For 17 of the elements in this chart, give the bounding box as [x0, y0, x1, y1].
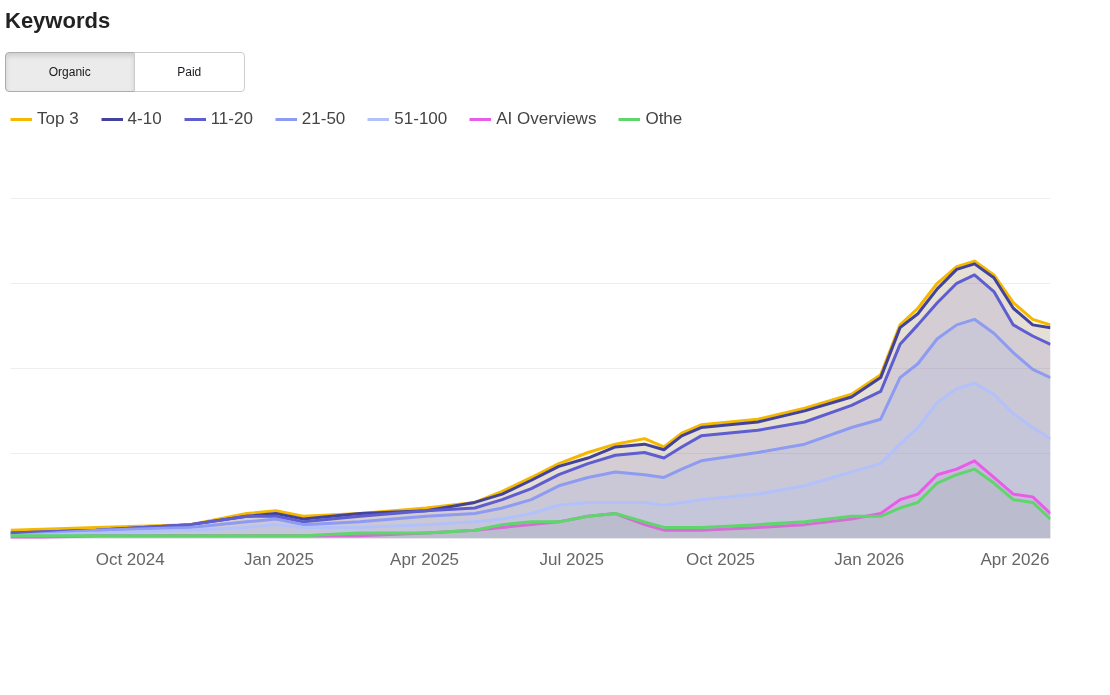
x-tick-label: Jan 2025: [244, 549, 314, 569]
legend-label: 21-50: [301, 109, 346, 130]
legend-label: Othe: [645, 109, 683, 130]
x-tick-label: Apr 2026: [980, 549, 1050, 569]
text: Paid: [133, 52, 245, 93]
legend-label: 51-100: [394, 109, 448, 130]
x-tick-label: Jul 2025: [539, 549, 604, 569]
chart-title: Keywords: [5, 7, 111, 35]
x-tick-label: Apr 2025: [390, 549, 460, 569]
x-tick-label: Oct 2025: [686, 549, 756, 569]
x-tick-label: Jan 2026: [834, 549, 905, 569]
legend-label: AI Overviews: [496, 109, 597, 130]
legend-label: Top 3: [37, 109, 79, 130]
legend-label: 4-10: [127, 109, 162, 130]
x-tick-label: Oct 2024: [95, 549, 165, 569]
legend-label: 11-20: [210, 109, 253, 130]
text: Organic: [5, 52, 135, 93]
